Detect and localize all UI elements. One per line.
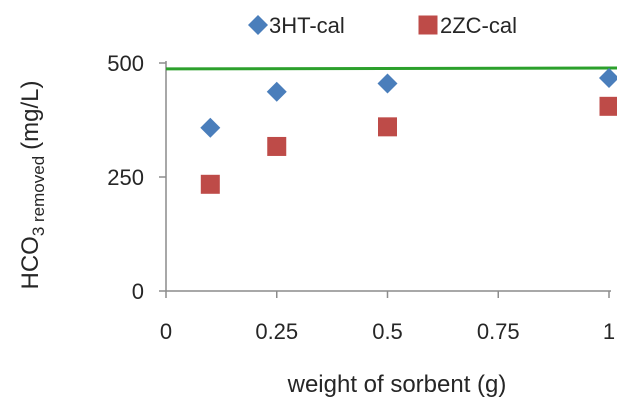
x-axis-title: weight of sorbent (g)	[287, 371, 507, 398]
series-1	[200, 68, 617, 138]
y-tick-label: 500	[107, 51, 144, 76]
y-axis-title: HCO3 removed (mg/L)	[17, 80, 48, 289]
y-axis-title-main: HCO	[17, 236, 44, 289]
data-points	[200, 68, 617, 194]
legend-label: 2ZC-cal	[440, 13, 517, 38]
x-tick-label: 0	[160, 319, 172, 344]
legend-marker	[248, 15, 268, 35]
data-point	[200, 117, 221, 138]
series-2	[200, 96, 617, 194]
axes: 0 0.25 0.5 0.75 1 0 250 500	[107, 51, 615, 344]
data-point	[377, 73, 398, 94]
legend: 3HT-cal 2ZC-cal	[248, 13, 517, 38]
data-point	[378, 117, 397, 137]
legend-marker	[418, 15, 438, 35]
data-point	[200, 174, 220, 194]
data-point	[599, 68, 617, 89]
data-point	[599, 96, 617, 116]
y-ticks: 0 250 500	[107, 51, 166, 304]
x-tick-label: 0.75	[477, 319, 520, 344]
x-tick-label: 0.5	[372, 319, 403, 344]
y-tick-label: 250	[107, 165, 144, 190]
reference-line	[165, 66, 617, 71]
data-point	[266, 81, 287, 102]
y-axis-title-units: (mg/L)	[17, 80, 44, 149]
x-tick-label: 0.25	[255, 319, 298, 344]
x-ticks: 0 0.25 0.5 0.75 1	[160, 291, 615, 344]
reference-lines	[165, 66, 617, 71]
y-axis-title-subscript: 3 removed	[29, 156, 48, 236]
legend-label: 3HT-cal	[269, 13, 345, 38]
y-tick-label: 0	[132, 279, 144, 304]
x-tick-label: 1	[603, 319, 615, 344]
data-point	[267, 136, 287, 156]
